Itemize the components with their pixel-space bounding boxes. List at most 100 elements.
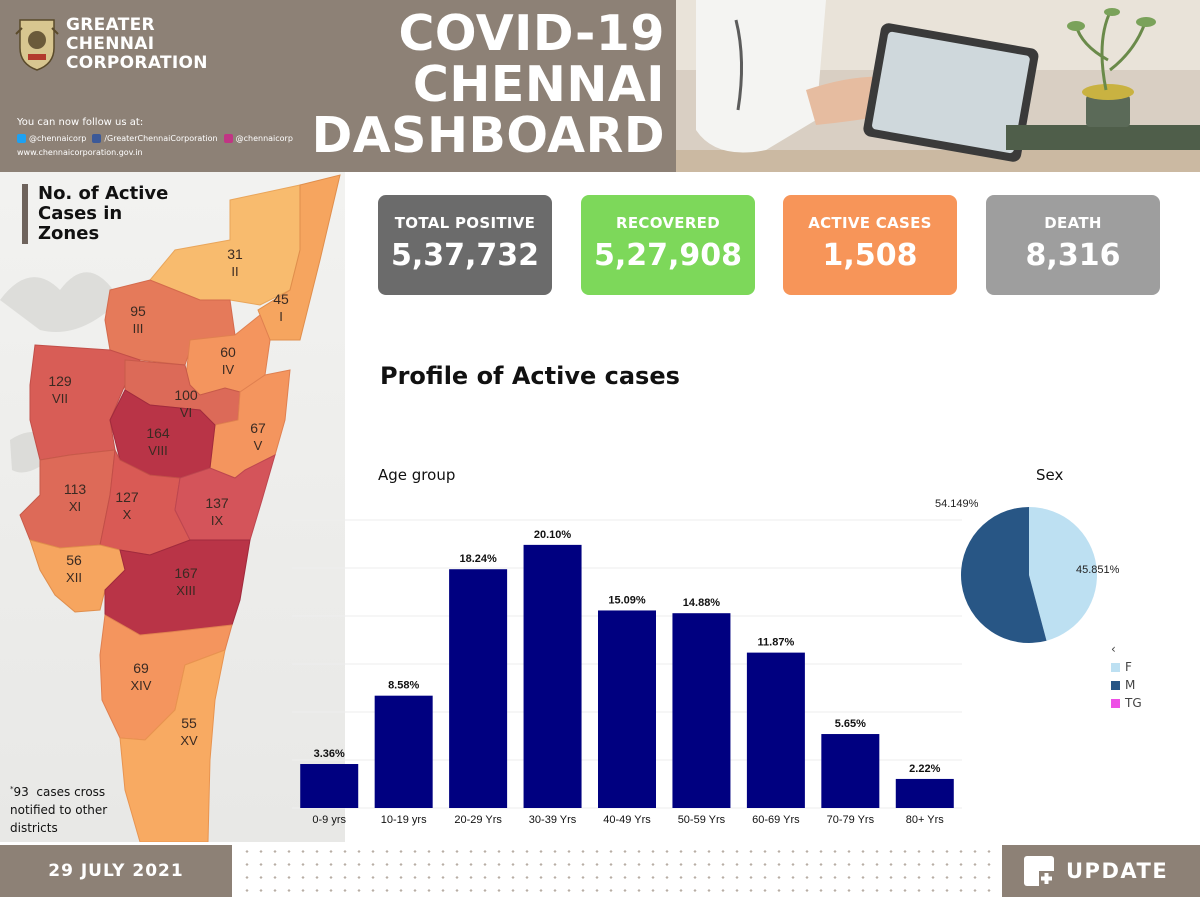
zone-vi-cases: 100 (174, 387, 198, 403)
age-bar-label-7: 5.65% (835, 718, 866, 730)
twitter-handle[interactable]: @chennaicorp (29, 134, 87, 143)
note-line-1: cases cross (36, 785, 106, 799)
zone-ix-cases: 137 (205, 495, 229, 511)
zone-xiv-cases: 69 (133, 660, 149, 676)
zone-v-cases: 67 (250, 420, 266, 436)
pie-slice-m[interactable] (961, 507, 1047, 643)
zone-xv-cases: 55 (181, 715, 197, 731)
note-count: 93 (13, 785, 29, 799)
social-links: @chennaicorp /GreaterChennaiCorporation … (17, 134, 293, 143)
legend-swatch-tg (1111, 698, 1120, 708)
legend-item-m[interactable]: M (1111, 676, 1142, 694)
zone-map-panel: 31 II 45 I 95 III 60 IV 129 VII 100 VI 6… (0, 172, 345, 842)
death-value: 8,316 (1025, 238, 1121, 273)
zone-xii-cases: 56 (66, 552, 82, 568)
website-link[interactable]: www.chennaicorporation.gov.in (17, 148, 143, 157)
pie-label-f: 45.851% (1076, 564, 1120, 576)
age-bar-1[interactable] (374, 695, 433, 808)
facebook-icon (92, 134, 102, 143)
age-bar-4[interactable] (598, 610, 656, 808)
age-bar-label-6: 11.87% (758, 637, 795, 649)
age-tick-0: 0-9 yrs (312, 814, 346, 826)
title-line-2: CHENNAI (412, 56, 665, 113)
cross-notified-note: *93 cases cross notified to other distri… (10, 780, 107, 837)
zone-map: 31 II 45 I 95 III 60 IV 129 VII 100 VI 6… (0, 174, 341, 842)
org-line-3: CORPORATION (66, 53, 208, 73)
zone-xv-label: XV (180, 733, 198, 748)
zone-viii-label: VIII (148, 443, 168, 458)
age-bar-3[interactable] (523, 544, 582, 808)
zone-ix-region[interactable] (174, 454, 276, 541)
map-title-line-1: No. of Active (38, 183, 169, 204)
death-card: DEATH 8,316 (986, 195, 1160, 295)
pie-slice-f[interactable] (1029, 507, 1098, 641)
age-tick-5: 50-59 Yrs (678, 814, 726, 826)
legend-item-tg[interactable]: TG (1111, 694, 1142, 712)
active-cases-card: ACTIVE CASES 1,508 (783, 195, 957, 295)
note-line-3: districts (10, 821, 58, 835)
zone-viii-cases: 164 (146, 425, 170, 441)
age-tick-4: 40-49 Yrs (603, 814, 651, 826)
zone-xiv-label: XIV (131, 678, 152, 693)
active-cases-value: 1,508 (822, 238, 918, 273)
map-title-line-3: Zones (38, 223, 100, 244)
facebook-handle[interactable]: /GreaterChennaiCorporation (104, 134, 218, 143)
total-positive-value: 5,37,732 (390, 238, 540, 273)
age-tick-8: 80+ Yrs (906, 814, 945, 826)
zone-ii-label: II (231, 264, 238, 279)
zone-xi-cases: 113 (64, 481, 87, 497)
age-bar-5[interactable] (672, 613, 731, 808)
age-bar-2[interactable] (449, 569, 508, 808)
age-tick-7: 70-79 Yrs (827, 814, 875, 826)
age-bar-label-5: 14.88% (683, 597, 721, 609)
age-bar-0[interactable] (300, 764, 359, 808)
zone-i-cases: 45 (273, 291, 289, 307)
age-tick-6: 60-69 Yrs (752, 814, 800, 826)
legend-item-f[interactable]: F (1111, 658, 1142, 676)
zone-xiii-label: XIII (176, 583, 196, 598)
age-bar-chart: 3.36% 0-9 yrs 8.58% 10-19 yrs 18.24% 20-29 Yr… (300, 529, 954, 826)
zone-iv-cases: 60 (220, 344, 236, 360)
instagram-icon (223, 134, 233, 143)
note-marker: * (10, 785, 14, 793)
org-line-2: CHENNAI (66, 34, 155, 54)
organization-name: GREATER CHENNAI CORPORATION (66, 16, 208, 73)
title-line-3: DASHBOARD (311, 107, 665, 164)
recovered-value: 5,27,908 (593, 238, 743, 273)
legend-swatch-m (1111, 680, 1120, 690)
total-positive-label: TOTAL POSITIVE (394, 214, 536, 232)
sex-legend: ‹ F M TG (1111, 640, 1142, 712)
note-line-2: notified to other (10, 803, 108, 817)
zone-xv-region[interactable] (119, 649, 226, 842)
zone-vii-cases: 129 (48, 373, 72, 389)
zone-v-label: V (254, 438, 263, 453)
instagram-handle[interactable]: @chennaicorp (235, 134, 293, 143)
active-cases-label: ACTIVE CASES (808, 214, 932, 232)
zone-i-label: I (279, 309, 283, 324)
org-line-1: GREATER (66, 15, 155, 35)
age-bar-6[interactable] (746, 652, 805, 808)
twitter-icon (17, 134, 26, 143)
age-bar-7[interactable] (821, 734, 880, 808)
legend-swatch-f (1111, 662, 1120, 672)
recovered-card: RECOVERED 5,27,908 (581, 195, 755, 295)
legend-title: ‹ (1111, 642, 1116, 656)
zone-xiii-cases: 167 (174, 565, 198, 581)
legend-label-f: F (1125, 660, 1132, 674)
age-bar-label-4: 15.09% (608, 594, 646, 606)
age-bar-label-0: 3.36% (314, 748, 345, 760)
zone-vi-label: VI (180, 405, 192, 420)
age-bar-label-3: 20.10% (534, 529, 572, 541)
age-bar-8[interactable] (895, 778, 954, 808)
map-title-line-2: Cases in (38, 203, 123, 224)
zone-ix-label: IX (211, 513, 224, 528)
profile-title: Profile of Active cases (380, 362, 680, 390)
zone-xi-label: XI (69, 499, 81, 514)
dashboard-title: COVID-19 CHENNAI DASHBOARD (290, 8, 665, 161)
sex-chart-title: Sex (1036, 466, 1064, 484)
header-photo (676, 0, 1200, 172)
legend-label-tg: TG (1125, 696, 1142, 710)
zone-x-label: X (123, 507, 132, 522)
update-banner: UPDATE (1002, 845, 1200, 897)
